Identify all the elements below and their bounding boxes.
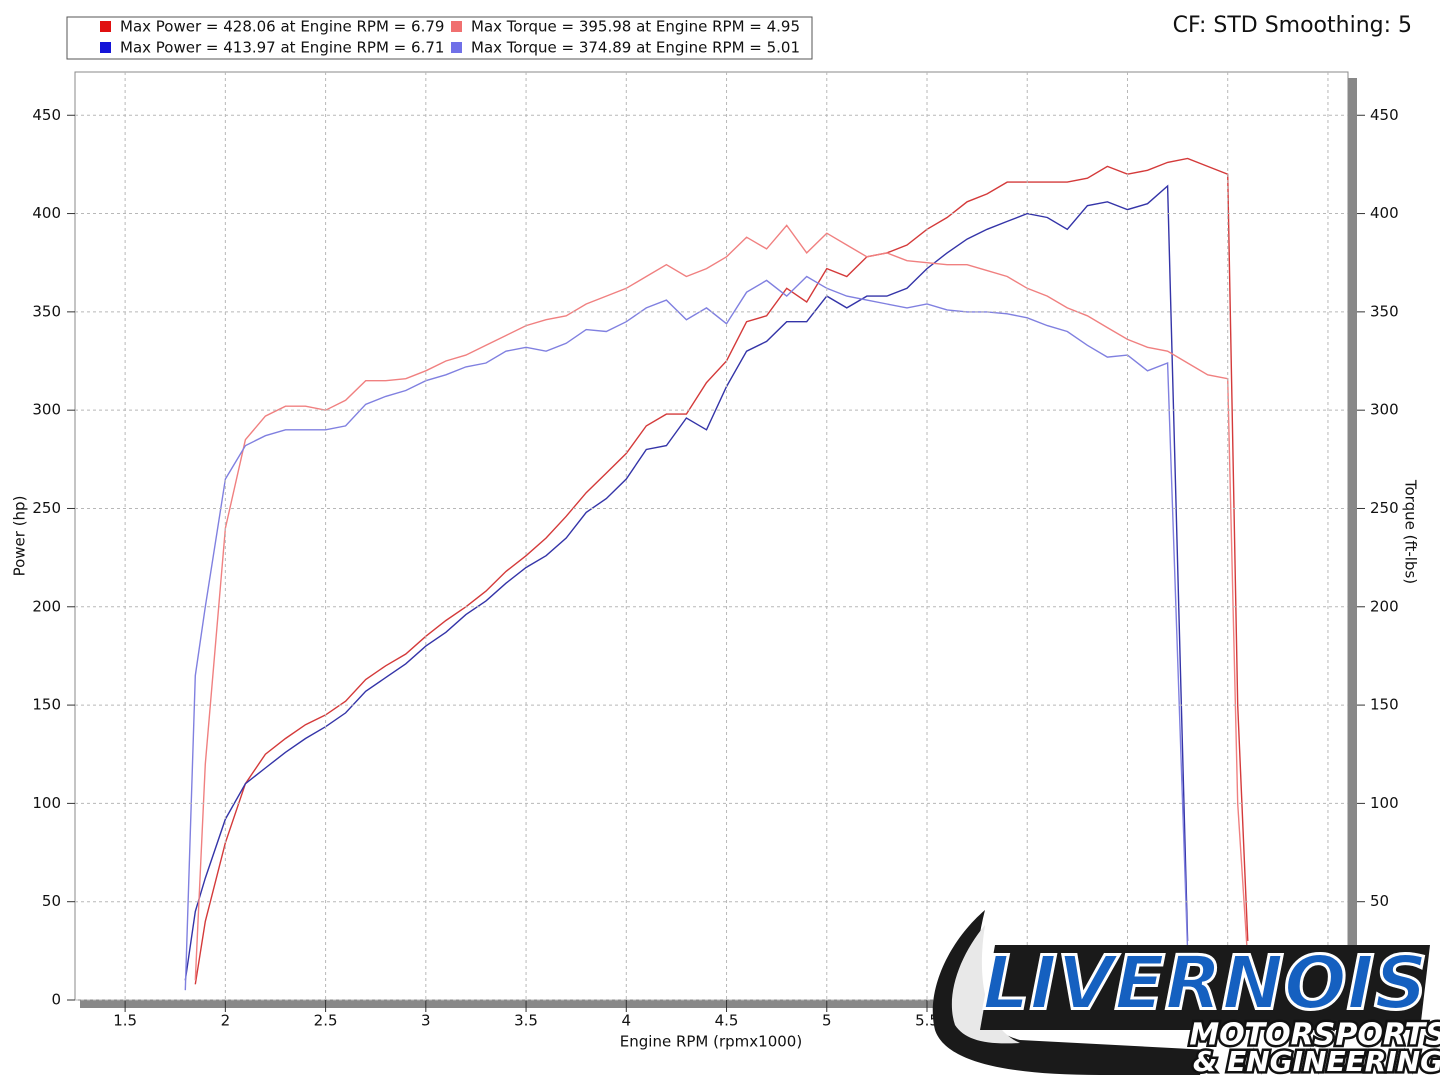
y2-tick-label: 200 <box>1370 597 1399 615</box>
y2-tick-label: 50 <box>1370 892 1389 910</box>
logo-line2: & ENGINEERING <box>1193 1045 1440 1078</box>
legend-swatch <box>451 21 462 32</box>
y-tick-label: 200 <box>32 597 61 615</box>
plot-area <box>74 71 1349 1001</box>
y-tick-label: 450 <box>32 106 61 124</box>
right-axis-bar <box>1348 78 1357 1008</box>
y2-tick-label: 350 <box>1370 302 1399 320</box>
legend-swatch <box>100 21 111 32</box>
x-tick-label: 2.5 <box>314 1012 338 1030</box>
y-tick-label: 150 <box>32 696 61 714</box>
logo-band <box>980 945 1430 1030</box>
legend-label: Max Torque = 395.98 at Engine RPM = 4.95 <box>471 18 800 36</box>
x-tick-label: 3 <box>421 1012 431 1030</box>
logo: LIVERNOIS MOTORSPORTS & ENGINEERING <box>932 910 1440 1080</box>
x-axis-label: Engine RPM (rpmx1000) <box>620 1033 802 1051</box>
y2-tick-label: 100 <box>1370 794 1399 812</box>
y-tick-label: 400 <box>32 204 61 222</box>
logo-brand: LIVERNOIS <box>982 941 1427 1027</box>
x-tick-label: 2 <box>221 1012 231 1030</box>
x-tick-label: 3.5 <box>514 1012 538 1030</box>
y2-tick-label: 150 <box>1370 696 1399 714</box>
legend-swatch <box>451 42 462 53</box>
y2-axis-label: Torque (ft-lbs) <box>1402 479 1420 584</box>
x-tick-label: 1.5 <box>113 1012 137 1030</box>
y-tick-label: 100 <box>32 794 61 812</box>
y-axis-label: Power (hp) <box>11 496 29 577</box>
y-tick-label: 250 <box>32 499 61 517</box>
logo-swoosh-light <box>951 925 1020 1044</box>
legend-swatch <box>100 42 111 53</box>
y2-tick-label: 400 <box>1370 204 1399 222</box>
subtitle: CF: STD Smoothing: 5 <box>1173 13 1412 38</box>
series-line <box>184 275 1189 991</box>
legend-label: Max Torque = 374.89 at Engine RPM = 5.01 <box>471 39 800 57</box>
series-line <box>194 224 1249 981</box>
y-tick-label: 50 <box>42 892 61 910</box>
series-line <box>184 184 1189 981</box>
x-tick-label: 4.5 <box>715 1012 739 1030</box>
y2-tick-label: 250 <box>1370 499 1399 517</box>
x-tick-label: 5 <box>822 1012 832 1030</box>
y-tick-label: 0 <box>51 991 61 1009</box>
y-tick-label: 350 <box>32 302 61 320</box>
y2-tick-label: 450 <box>1370 106 1399 124</box>
legend-label: Max Power = 413.97 at Engine RPM = 6.71 <box>120 39 444 57</box>
logo-line1: MOTORSPORTS <box>1189 1018 1440 1053</box>
y2-tick-label: 300 <box>1370 401 1399 419</box>
bottom-axis-bar <box>80 1000 1357 1008</box>
legend-label: Max Power = 428.06 at Engine RPM = 6.79 <box>120 18 444 36</box>
y-tick-label: 300 <box>32 401 61 419</box>
x-tick-label: 4 <box>622 1012 632 1030</box>
legend-box <box>66 16 813 60</box>
